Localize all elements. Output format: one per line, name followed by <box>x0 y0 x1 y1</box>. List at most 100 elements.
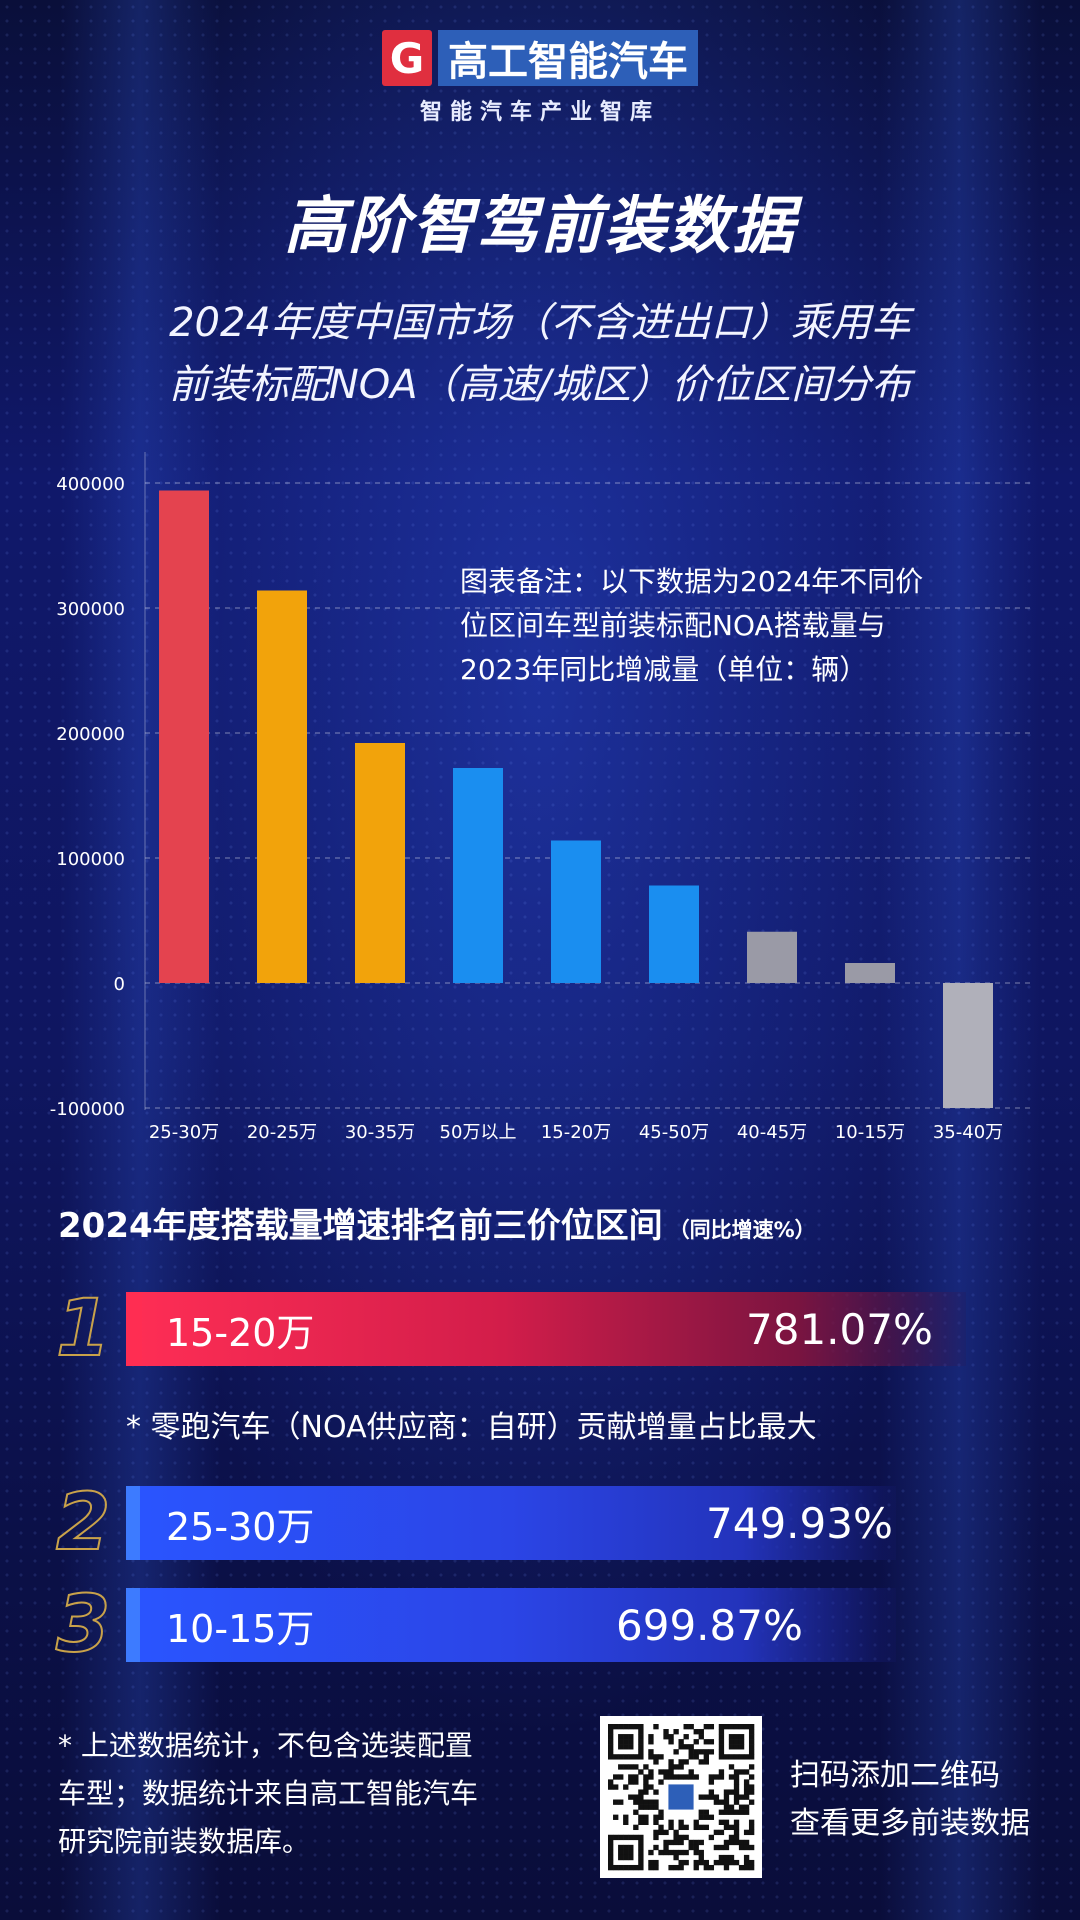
qr-module <box>653 1864 659 1871</box>
qr-module <box>743 1854 750 1861</box>
qr-code[interactable] <box>600 1716 762 1878</box>
qr-module <box>658 1849 664 1856</box>
qr-module <box>723 1819 730 1825</box>
qr-module <box>683 1849 689 1856</box>
qr-module <box>683 1734 689 1740</box>
qr-module <box>608 1844 614 1851</box>
qr-module <box>608 1864 614 1871</box>
qr-module <box>678 1859 684 1866</box>
qr-module <box>673 1864 679 1871</box>
qr-module <box>728 1854 735 1861</box>
qr-hint-line: 扫码添加二维码 <box>790 1758 1000 1793</box>
qr-module <box>668 1774 674 1780</box>
qr-module <box>623 1784 629 1790</box>
qr-module <box>728 1839 735 1846</box>
rank-number: 1 <box>55 1284 111 1374</box>
qr-module <box>613 1799 619 1805</box>
qr-module <box>638 1834 644 1841</box>
qr-module <box>733 1834 740 1841</box>
qr-module <box>618 1739 624 1745</box>
y-tick-label: 300000 <box>56 599 125 620</box>
qr-module <box>723 1824 730 1831</box>
qr-module <box>648 1734 654 1740</box>
qr-module <box>643 1814 649 1820</box>
qr-module <box>733 1779 740 1785</box>
bar <box>943 983 993 1108</box>
qr-module <box>628 1774 634 1780</box>
qr-module <box>718 1724 725 1730</box>
qr-module <box>613 1784 619 1790</box>
qr-module <box>743 1794 750 1800</box>
rank-number: 3 <box>55 1580 111 1670</box>
qr-module <box>678 1839 684 1846</box>
qr-module <box>643 1779 649 1785</box>
qr-module <box>698 1729 704 1735</box>
rank-growth: 749.93% <box>706 1498 893 1548</box>
qr-module <box>623 1864 629 1871</box>
qr-module <box>733 1774 740 1780</box>
qr-module <box>648 1864 654 1871</box>
qr-module <box>748 1859 755 1866</box>
qr-module <box>748 1799 755 1805</box>
qr-module <box>653 1814 659 1820</box>
qr-module <box>623 1834 629 1841</box>
subtitle-line: 2024年度中国市场（不含进出口）乘用车 <box>169 300 911 346</box>
qr-module <box>618 1724 624 1730</box>
qr-module <box>618 1844 624 1851</box>
qr-module <box>693 1729 699 1735</box>
bar <box>453 768 503 983</box>
qr-module <box>728 1809 735 1815</box>
qr-module <box>648 1774 654 1780</box>
qr-module <box>738 1739 745 1745</box>
qr-module <box>663 1729 669 1735</box>
subtitle-line: 前装标配NOA（高速/城区）价位区间分布 <box>168 362 912 408</box>
qr-module <box>713 1829 720 1836</box>
qr-module <box>723 1864 730 1871</box>
qr-module <box>713 1859 720 1866</box>
qr-module <box>693 1849 699 1856</box>
qr-module <box>688 1839 694 1846</box>
qr-module <box>673 1829 679 1836</box>
qr-module <box>618 1734 624 1740</box>
qr-module <box>728 1744 735 1750</box>
qr-module <box>613 1774 619 1780</box>
qr-module <box>733 1739 740 1745</box>
qr-module <box>638 1749 644 1755</box>
qr-module <box>738 1724 745 1730</box>
qr-module <box>618 1774 624 1780</box>
qr-module <box>668 1764 674 1770</box>
bar <box>551 840 601 983</box>
qr-module <box>608 1854 614 1861</box>
y-tick-label: 100000 <box>56 849 125 870</box>
qr-module <box>608 1744 614 1750</box>
qr-module <box>613 1834 619 1841</box>
qr-module <box>728 1764 735 1770</box>
qr-module <box>728 1754 735 1760</box>
qr-module <box>708 1864 715 1871</box>
qr-module <box>683 1724 689 1730</box>
qr-module <box>608 1729 614 1735</box>
qr-module <box>638 1724 644 1730</box>
logo-tagline: 智能汽车产业智库 <box>419 100 660 125</box>
qr-module <box>613 1754 619 1760</box>
qr-module <box>628 1844 634 1851</box>
qr-module <box>733 1754 740 1760</box>
x-tick-label: 35-40万 <box>933 1122 1003 1143</box>
qr-module <box>668 1759 674 1765</box>
qr-module <box>688 1744 694 1750</box>
qr-module <box>623 1734 629 1740</box>
footer-note: * 上述数据统计，不包含选装配置 车型；数据统计来自高工智能汽车 研究院前装数据… <box>58 1722 578 1866</box>
qr-hint: 扫码添加二维码 查看更多前装数据 <box>790 1752 1030 1848</box>
qr-module <box>728 1804 735 1810</box>
qr-module <box>738 1754 745 1760</box>
qr-module <box>723 1794 730 1800</box>
qr-module <box>733 1829 740 1836</box>
qr-module <box>663 1829 669 1836</box>
qr-module <box>668 1864 674 1871</box>
qr-module <box>733 1824 740 1831</box>
qr-module <box>648 1769 654 1775</box>
qr-module <box>733 1799 740 1805</box>
rank-range: 15-20万 <box>166 1310 315 1355</box>
footer-note-line: 研究院前装数据库。 <box>58 1825 311 1858</box>
qr-module <box>608 1749 614 1755</box>
